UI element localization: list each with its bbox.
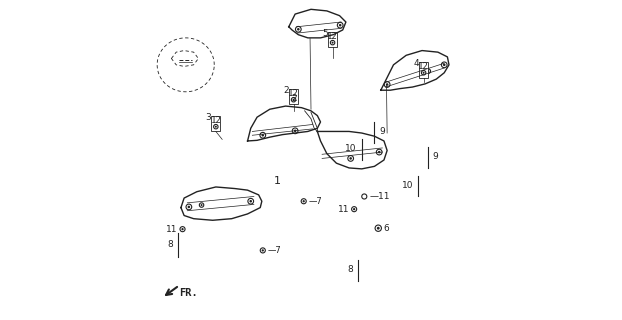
Text: 10: 10 — [402, 181, 413, 190]
Circle shape — [292, 99, 295, 101]
Circle shape — [215, 126, 217, 128]
Text: 3: 3 — [205, 113, 211, 122]
Text: —7: —7 — [309, 197, 323, 206]
Circle shape — [443, 64, 445, 66]
Text: 9: 9 — [432, 152, 438, 161]
Text: —7: —7 — [267, 246, 281, 255]
Text: 2: 2 — [283, 86, 289, 95]
Bar — [419, 62, 428, 77]
Text: 12: 12 — [210, 116, 221, 125]
Text: FR.: FR. — [179, 288, 198, 298]
Circle shape — [339, 24, 341, 27]
Bar — [328, 32, 337, 47]
Circle shape — [294, 130, 297, 132]
Text: 6: 6 — [383, 224, 389, 233]
Text: 4: 4 — [413, 60, 419, 68]
Circle shape — [332, 42, 333, 44]
Circle shape — [262, 249, 264, 252]
Circle shape — [200, 204, 203, 206]
Text: 8: 8 — [347, 265, 353, 274]
Bar — [289, 89, 298, 105]
Circle shape — [353, 208, 355, 210]
Text: 12: 12 — [327, 32, 338, 41]
Circle shape — [297, 28, 300, 31]
Bar — [211, 116, 220, 132]
Circle shape — [422, 72, 425, 74]
Circle shape — [249, 200, 252, 203]
Text: 2: 2 — [292, 94, 297, 103]
Circle shape — [386, 83, 388, 86]
Text: 9: 9 — [379, 127, 385, 136]
Circle shape — [377, 227, 379, 230]
Text: 12: 12 — [288, 89, 299, 98]
Text: 11: 11 — [165, 225, 177, 234]
Text: 8: 8 — [167, 240, 174, 249]
Text: 11: 11 — [338, 205, 349, 214]
Text: 12: 12 — [418, 62, 429, 71]
Text: 5: 5 — [322, 28, 328, 38]
Circle shape — [378, 151, 381, 153]
Circle shape — [261, 134, 264, 137]
Text: —11: —11 — [369, 192, 390, 201]
Text: 1: 1 — [274, 176, 281, 186]
Circle shape — [350, 157, 352, 160]
Circle shape — [182, 228, 183, 230]
Circle shape — [302, 200, 305, 202]
Circle shape — [188, 206, 190, 208]
Circle shape — [427, 70, 429, 72]
Text: 10: 10 — [345, 144, 356, 153]
